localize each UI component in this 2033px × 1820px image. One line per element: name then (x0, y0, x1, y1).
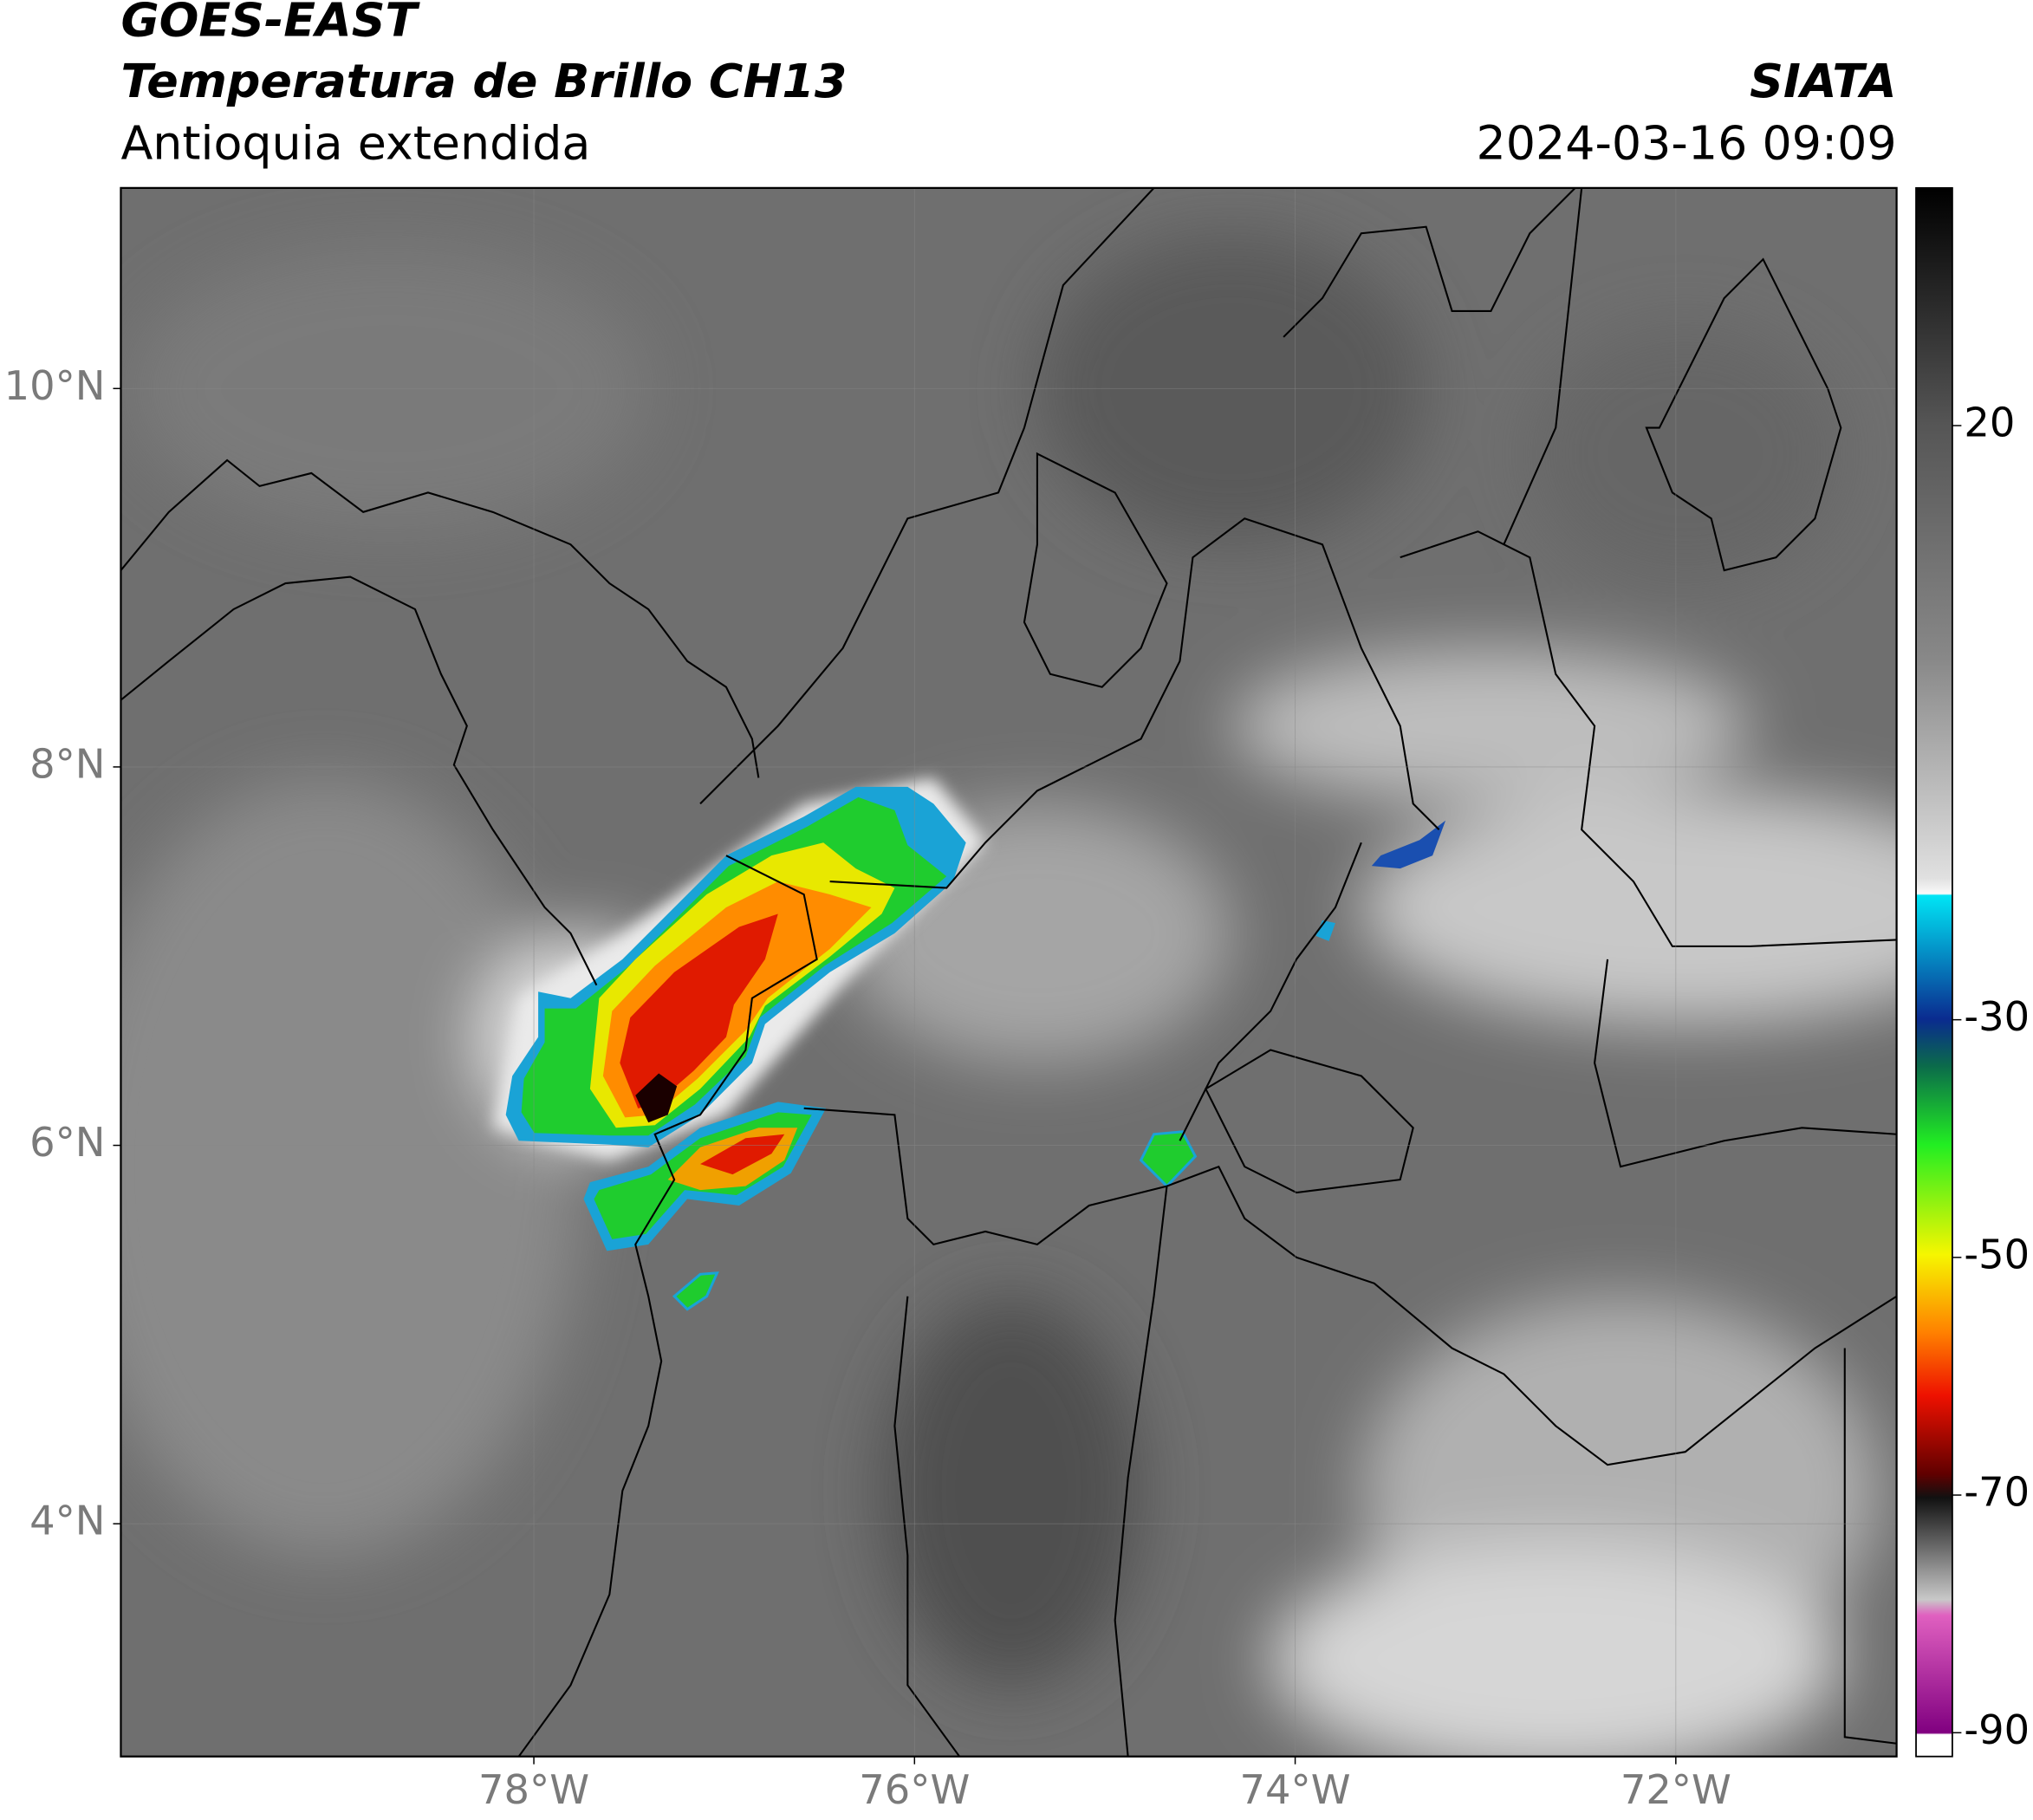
x-tick-label: 74°W (1240, 1766, 1351, 1813)
source: SIATA (1750, 54, 1897, 108)
cloud-field (120, 233, 1897, 1757)
colorbar-tick-label: -70 (1964, 1469, 2030, 1516)
title: GOES-EAST (120, 0, 420, 48)
y-tick-label: 4°N (29, 1498, 105, 1544)
x-tick-label: 76°W (859, 1766, 970, 1813)
map-frame (120, 186, 1898, 1758)
subtitle: Temperatura de Brillo CH13 (120, 54, 847, 108)
colorbar-tick-label: -30 (1964, 993, 2030, 1040)
cold-cloud-tops (492, 777, 1446, 1311)
colorbar-tick-label: -50 (1964, 1231, 2030, 1277)
colorbar-tick-label: 20 (1964, 400, 2015, 446)
y-tick-label: 10°N (4, 362, 106, 409)
timestamp: 2024-03-16 09:09 (1477, 116, 1897, 171)
grid (120, 187, 1897, 1757)
map-image (120, 187, 1897, 1757)
region: Antioquia extendida (120, 116, 590, 171)
x-tick-label: 78°W (478, 1766, 589, 1813)
colorbar-tick-label: -90 (1964, 1706, 2030, 1753)
colorbar (1915, 186, 1953, 1758)
y-tick-label: 6°N (29, 1119, 105, 1166)
y-tick-label: 8°N (29, 740, 105, 787)
borders (120, 187, 1897, 1757)
x-tick-label: 72°W (1621, 1766, 1731, 1813)
